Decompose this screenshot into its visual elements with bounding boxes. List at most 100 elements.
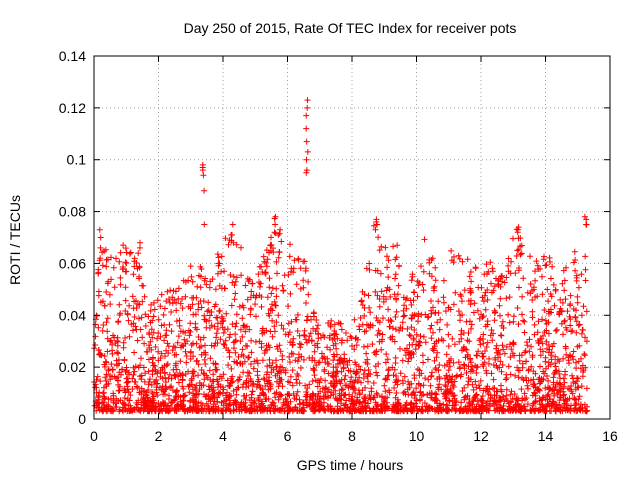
data-point <box>545 391 552 398</box>
data-point <box>253 313 259 320</box>
data-point <box>220 386 227 393</box>
data-point <box>428 373 434 380</box>
data-point <box>217 383 224 390</box>
data-point <box>581 352 588 359</box>
data-point <box>394 408 401 415</box>
data-point <box>530 368 537 375</box>
y-axis-label: ROTI / TECUs <box>7 195 23 285</box>
data-point <box>498 332 505 339</box>
data-point <box>260 375 267 382</box>
data-point <box>303 169 310 176</box>
data-point <box>155 316 162 323</box>
data-point <box>405 355 412 362</box>
data-point <box>118 371 124 378</box>
y-tick-label: 0.08 <box>59 204 86 220</box>
data-point <box>473 391 480 398</box>
data-point <box>212 286 219 293</box>
data-point <box>95 347 102 353</box>
data-point <box>529 402 536 409</box>
data-point <box>276 248 283 255</box>
data-point <box>189 301 196 308</box>
data-point <box>132 378 139 385</box>
data-point <box>378 288 385 295</box>
data-point <box>384 356 391 363</box>
data-point <box>233 398 239 405</box>
x-tick-label: 2 <box>155 428 163 444</box>
data-point <box>481 271 488 278</box>
data-point <box>411 289 418 296</box>
data-point <box>258 344 265 351</box>
data-point <box>213 334 220 341</box>
data-point <box>317 376 324 382</box>
data-point <box>137 362 144 369</box>
data-point <box>561 317 568 324</box>
data-point <box>210 378 217 385</box>
data-point <box>569 372 575 379</box>
data-point <box>131 255 138 262</box>
data-point <box>104 335 111 342</box>
data-point <box>277 226 284 233</box>
data-point <box>446 363 453 370</box>
data-point <box>216 389 223 396</box>
data-point <box>216 260 223 267</box>
data-point <box>150 313 157 320</box>
data-point <box>393 376 400 383</box>
data-point <box>352 335 359 342</box>
data-point <box>237 338 244 345</box>
data-point <box>488 289 495 296</box>
data-point <box>338 400 344 407</box>
data-point <box>193 387 199 394</box>
data-point <box>102 358 109 365</box>
data-point <box>529 297 536 303</box>
data-point <box>291 257 298 264</box>
data-point <box>427 382 434 389</box>
data-point <box>563 264 569 271</box>
data-point <box>386 286 393 293</box>
data-point <box>260 407 267 414</box>
data-point <box>327 407 334 413</box>
data-point <box>554 391 561 398</box>
data-point <box>581 213 588 220</box>
data-point <box>276 406 283 413</box>
data-point <box>477 341 484 348</box>
data-point <box>443 372 450 379</box>
grid <box>94 56 610 419</box>
data-point <box>344 337 351 344</box>
data-point <box>491 307 498 314</box>
data-point <box>136 264 143 271</box>
data-point <box>123 260 130 267</box>
data-point <box>267 247 274 254</box>
data-point <box>115 350 122 357</box>
data-point <box>466 273 473 280</box>
data-point <box>282 396 289 403</box>
data-point <box>464 381 471 388</box>
data-point <box>521 406 528 412</box>
data-point <box>197 284 204 291</box>
data-point <box>99 249 106 256</box>
data-point <box>507 405 513 412</box>
data-point <box>294 311 301 318</box>
data-point <box>564 308 571 315</box>
data-point <box>381 398 388 405</box>
data-point <box>433 366 440 373</box>
data-point <box>500 408 507 415</box>
data-point <box>130 271 137 278</box>
data-point <box>209 388 216 395</box>
data-point <box>157 367 164 374</box>
data-point <box>338 339 345 346</box>
data-point <box>103 371 110 378</box>
data-point <box>483 261 490 268</box>
data-point <box>327 346 334 353</box>
data-point <box>224 389 231 396</box>
data-point <box>266 284 273 291</box>
data-point <box>410 389 417 395</box>
data-point <box>377 270 384 277</box>
data-point <box>473 352 480 359</box>
data-point <box>162 386 169 393</box>
data-point <box>308 316 314 323</box>
data-point <box>363 350 370 357</box>
data-point <box>195 372 201 379</box>
data-point <box>155 330 162 337</box>
data-point <box>436 326 443 333</box>
data-point <box>302 382 309 389</box>
